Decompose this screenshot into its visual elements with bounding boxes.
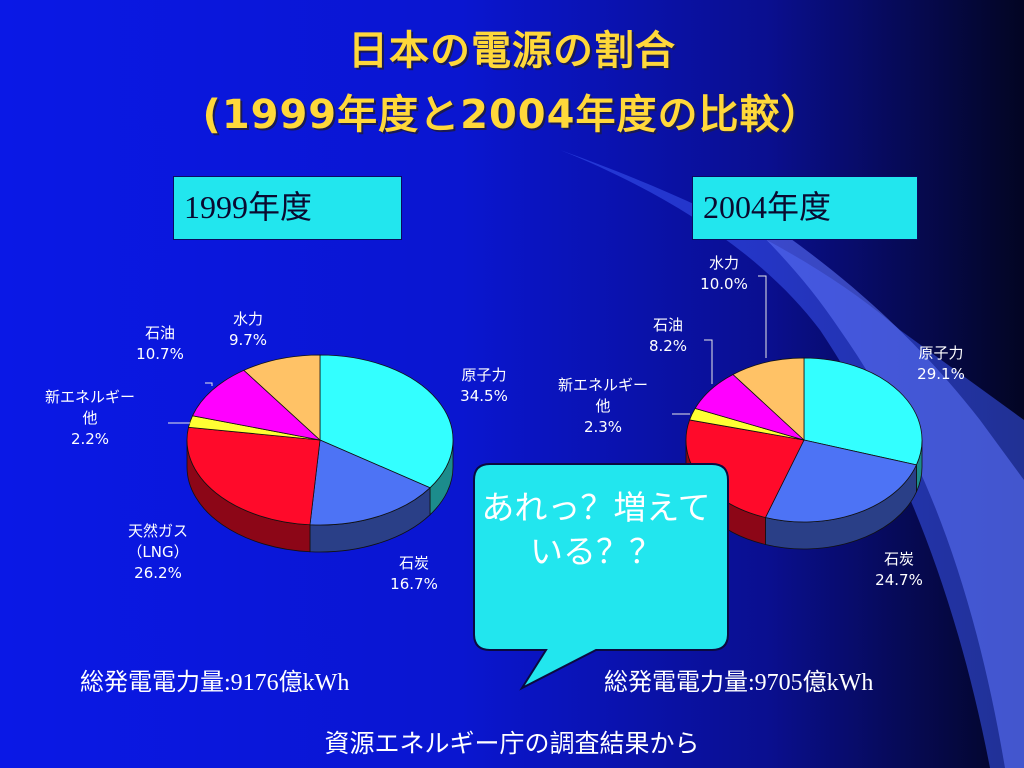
slice-value-gas: 26.2% [134, 564, 182, 582]
slice-label-oil: 石油 10.7% [136, 324, 184, 363]
slice-label-hydro: 水力 9.7% [229, 310, 267, 349]
year-label-1999: 1999年度 [173, 176, 402, 240]
pie-chart-1999年度: 原子力 34.5% 石炭 16.7% 天然ガス （LNG） 26.2% 新エネルギー他 2.2%… [45, 310, 508, 593]
total-label-1999: 総発電電力量 [80, 670, 224, 696]
slice-label-nuclear: 原子力 29.1% [917, 344, 965, 383]
slice-name-hydro: 水力 [233, 310, 263, 328]
slice-value-oil: 10.7% [136, 345, 184, 363]
total-value-1999: 9176億kWh [230, 670, 350, 696]
slice-label-nuclear: 原子力 34.5% [460, 366, 508, 405]
slice-name-gas: （LNG） [127, 543, 188, 561]
speech-bubble [473, 463, 729, 691]
slice-name-new_energy: 他 [82, 409, 97, 427]
slice-value-new_energy: 2.3% [584, 418, 622, 436]
speech-bubble-text: あれっ？増えている？？ [481, 488, 711, 571]
slice-label-gas: 天然ガス （LNG） 26.2% [127, 522, 188, 582]
pie-slice-oil [191, 369, 322, 441]
slice-name-new_energy: 新エネルギー [558, 376, 648, 394]
slice-name-oil: 石油 [653, 316, 683, 334]
slice-label-new_energy: 新エネルギー他 2.2% [45, 388, 135, 448]
slice-value-coal: 16.7% [390, 575, 438, 593]
leader-line-oil [205, 382, 213, 386]
slice-value-nuclear: 29.1% [917, 365, 965, 383]
slide-title-line1: 日本の電源の割合 [348, 28, 676, 74]
pie-slice-nuclear [803, 357, 923, 466]
slice-name-coal: 石炭 [399, 554, 429, 572]
slice-value-hydro: 10.0% [700, 275, 748, 293]
slice-value-hydro: 9.7% [229, 331, 267, 349]
source-note: 資源エネルギー庁の調査結果から [324, 729, 700, 758]
slice-value-nuclear: 34.5% [460, 387, 508, 405]
slice-name-nuclear: 原子力 [918, 344, 963, 362]
slide-title-line2: (1999年度と2004年度の比較） [202, 92, 822, 138]
total-generation-2004: 総発電電力量:9705億kWh [604, 670, 874, 696]
slice-name-coal: 石炭 [884, 550, 914, 568]
leader-line-hydro [758, 275, 767, 358]
slice-label-oil: 石油 8.2% [649, 316, 687, 355]
slice-value-coal: 24.7% [875, 571, 923, 589]
slice-label-coal: 石炭 16.7% [390, 554, 438, 593]
pie-slice-coal [309, 439, 431, 526]
total-generation-1999: 総発電電力量:9176億kWh [80, 670, 350, 696]
slice-value-new_energy: 2.2% [71, 430, 109, 448]
slice-name-new_energy: 他 [595, 397, 610, 415]
slice-value-oil: 8.2% [649, 337, 687, 355]
pie-slice-gas [186, 426, 321, 526]
slice-label-hydro: 水力 10.0% [700, 254, 748, 293]
slice-name-hydro: 水力 [709, 254, 739, 272]
slice-name-oil: 石油 [145, 324, 175, 342]
total-label-2004: 総発電電力量 [604, 670, 748, 696]
total-value-2004: 9705億kWh [754, 670, 874, 696]
slice-name-gas: 天然ガス [128, 522, 188, 540]
pie-slice-coal [764, 439, 918, 523]
year-label-2004: 2004年度 [692, 176, 918, 240]
leader-line-oil [704, 339, 713, 384]
slice-label-new_energy: 新エネルギー他 2.3% [558, 376, 648, 436]
slice-label-coal: 石炭 24.7% [875, 550, 923, 589]
pie-slice-hydro [243, 354, 321, 441]
slice-name-nuclear: 原子力 [461, 366, 506, 384]
slice-name-new_energy: 新エネルギー [45, 388, 135, 406]
pie-slice-nuclear [319, 354, 454, 489]
pie-slice-hydro [732, 357, 805, 441]
pie-chart-2004年度: 原子力 29.1% 石炭 24.7% 新エネルギー他 2.3% 石油 8.2% 水力 10.0% [558, 254, 965, 589]
